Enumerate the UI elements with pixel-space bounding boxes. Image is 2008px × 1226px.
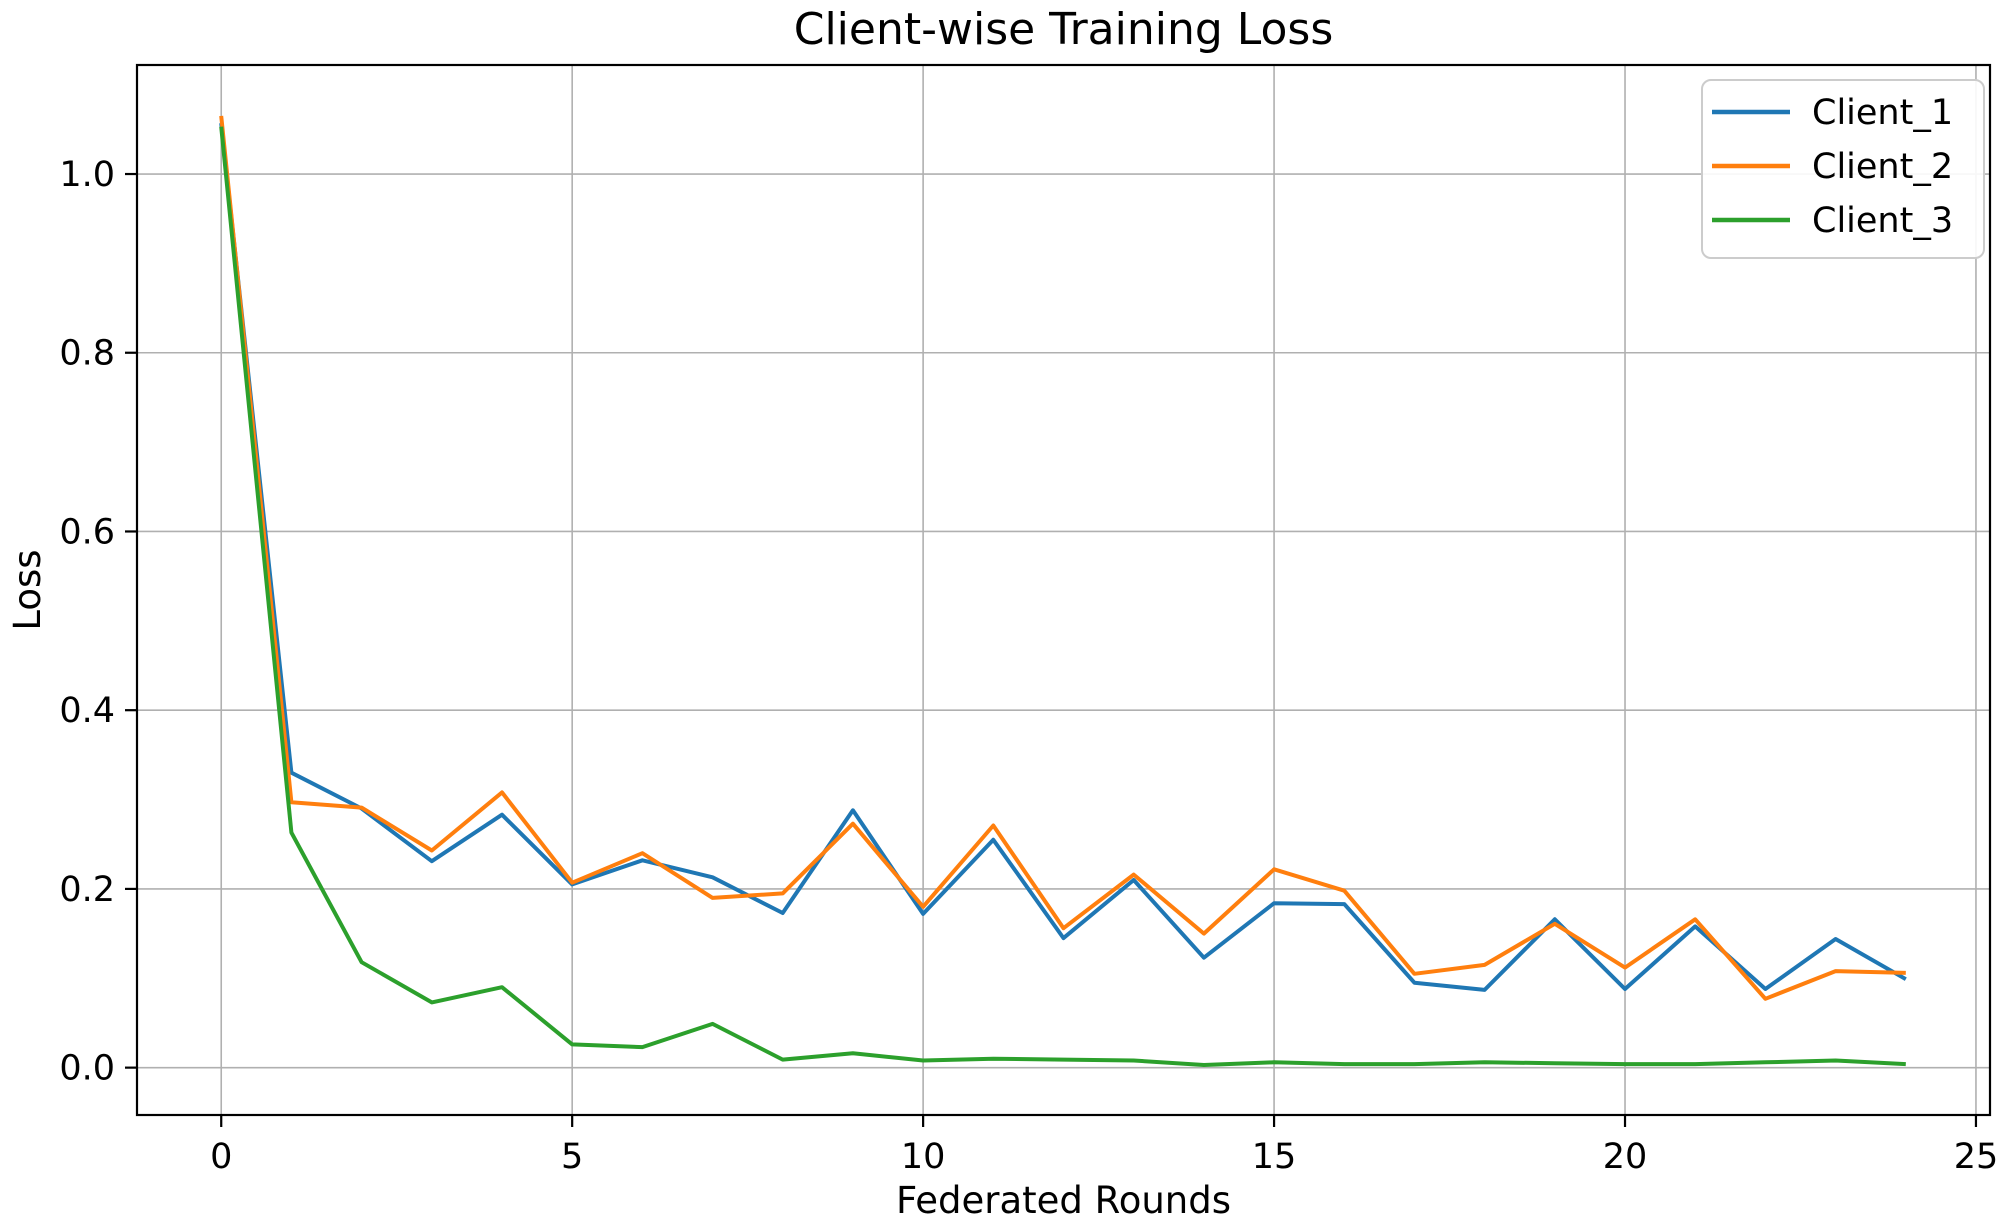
y-tick-label: 0.6 (59, 512, 115, 552)
legend-item-client-3: Client_3 (1712, 201, 1953, 241)
x-tick-label: 15 (1252, 1137, 1297, 1177)
x-tick-label: 20 (1603, 1137, 1648, 1177)
y-tick-label: 1.0 (59, 155, 115, 195)
legend-label: Client_3 (1812, 201, 1953, 241)
legend-label: Client_1 (1812, 93, 1953, 133)
client-2-line (219, 115, 1906, 1001)
x-tick-label: 0 (210, 1137, 232, 1177)
axis-ticks: 0 5 10 15 20 25 0.0 0.2 0.4 0.6 0.8 1.0 (59, 155, 1998, 1177)
legend-item-client-2: Client_2 (1712, 147, 1953, 187)
plot-border (135, 63, 1992, 1117)
legend-item-client-1: Client_1 (1712, 93, 1953, 133)
legend: Client_1 Client_2 Client_3 (1701, 79, 1985, 259)
legend-label: Client_2 (1812, 147, 1953, 187)
x-tick-label: 10 (901, 1137, 946, 1177)
series-lines (219, 115, 1907, 1067)
chart-title: Client-wise Training Loss (794, 4, 1334, 55)
y-tick-label: 0.4 (59, 691, 115, 731)
client-1-line (219, 122, 1907, 992)
legend-box (1701, 79, 1985, 259)
y-axis-label: Loss (6, 549, 49, 630)
x-tick-label: 5 (561, 1137, 583, 1177)
client-3-line (219, 126, 1906, 1067)
x-tick-label: 25 (1954, 1137, 1999, 1177)
y-tick-label: 0.0 (59, 1049, 115, 1089)
y-tick-label: 0.2 (59, 870, 115, 910)
x-axis-label: Federated Rounds (896, 1179, 1231, 1222)
y-tick-label: 0.8 (59, 334, 115, 374)
